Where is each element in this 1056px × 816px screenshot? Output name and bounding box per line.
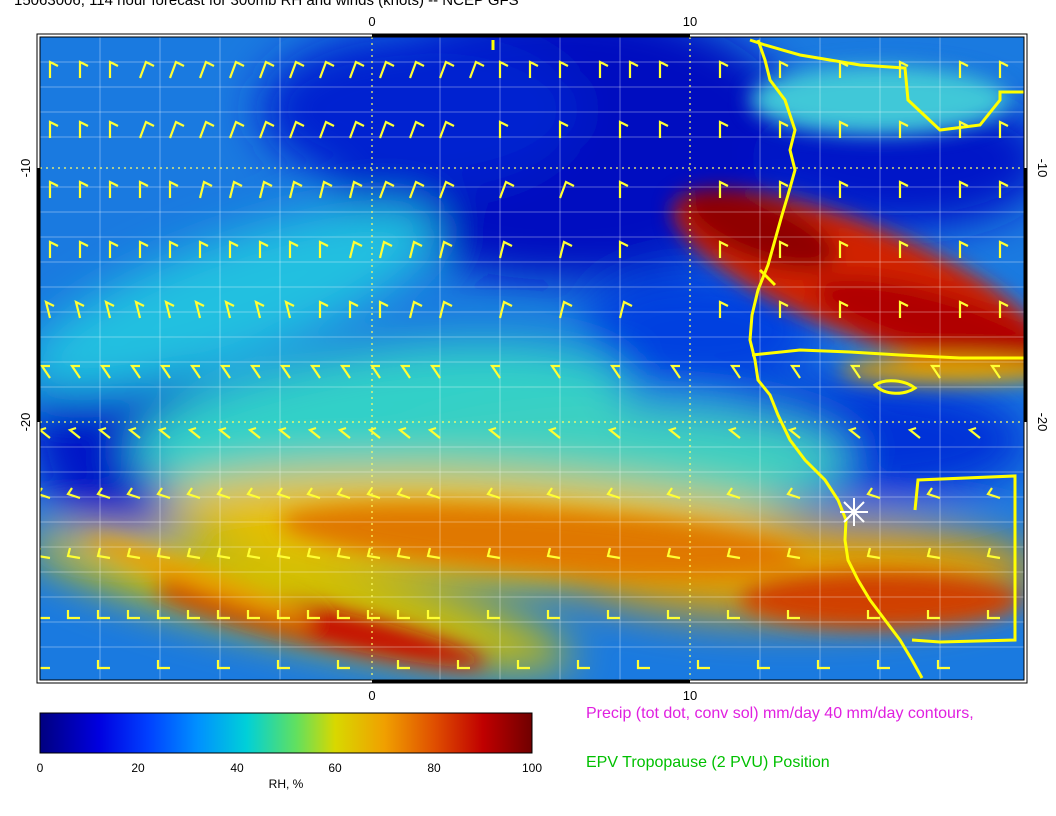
colorbar-tick: 80 [427, 761, 441, 775]
epv-legend: EPV Tropopause (2 PVU) Position [586, 754, 830, 771]
precip-legend: Precip (tot dot, conv sol) mm/day 40 mm/… [586, 705, 974, 722]
rh-field [40, 37, 1024, 680]
map-panel: 0 10 0 10 -10 -20 -10 -20 [18, 14, 1050, 703]
x-tick-bottom-0: 0 [368, 688, 375, 700]
colorbar-label: RH, % [269, 777, 304, 791]
colorbar-tick: 100 [522, 761, 542, 775]
colorbar-tick: 20 [131, 761, 145, 775]
x-tick-top-10: 10 [683, 14, 697, 29]
x-tick-bottom-10: 10 [683, 688, 697, 700]
grid-lines [40, 37, 1024, 680]
colorbar-gradient [39, 712, 533, 754]
colorbar-tick: 60 [328, 761, 342, 775]
y-tick-left-10: -10 [18, 159, 33, 178]
coastline [491, 38, 1024, 679]
y-tick-right-20: -20 [1035, 413, 1050, 432]
y-tick-right-10: -10 [1035, 159, 1050, 178]
wind-barbs [40, 60, 1009, 670]
colorbar-tick: 40 [230, 761, 244, 775]
colorbar: 0 20 40 60 80 100 RH, % [37, 712, 542, 791]
location-star-icon [840, 498, 868, 526]
colorbar-tick: 0 [37, 761, 44, 775]
axis-segments [37, 34, 1027, 683]
chart-title: 15063006, 114 hour forecast for 300mb RH… [14, 0, 519, 9]
y-tick-left-20: -20 [18, 413, 33, 432]
x-tick-top-0: 0 [368, 14, 375, 29]
map-svg: 0 10 0 10 -10 -20 -10 -20 [18, 14, 1050, 703]
major-grid [40, 37, 1024, 680]
